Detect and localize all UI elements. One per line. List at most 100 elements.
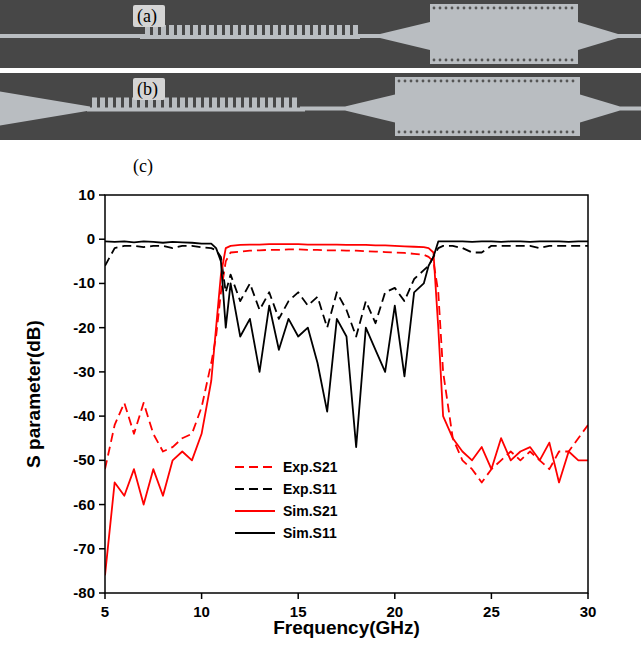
comb-tooth [196,98,201,110]
via [439,59,442,62]
via [416,131,419,134]
panel-label: (a) [137,6,157,27]
comb-tooth [265,25,270,37]
photo-background [0,0,641,68]
photo-background [0,73,641,140]
via [542,80,545,83]
comb-tooth [273,25,278,37]
via [536,80,539,83]
via [440,131,443,134]
feed-line [0,34,145,38]
via [410,131,413,134]
via [535,7,538,10]
comb-tooth [169,25,174,37]
x-tick-label: 5 [101,603,109,620]
x-tick [394,593,396,599]
via [488,131,491,134]
comb-tooth [100,98,105,110]
via [559,7,562,10]
via [535,59,538,62]
legend-swatch [235,532,275,534]
via [458,131,461,134]
y-tick [99,283,105,285]
via [428,80,431,83]
via [439,7,442,10]
comb-tooth [292,98,297,110]
comb-tooth [244,98,249,110]
via [470,131,473,134]
via [422,80,425,83]
siw-section [395,77,580,136]
via [428,131,431,134]
comb-tooth [297,25,302,37]
legend-label: Exp.S21 [283,459,338,475]
via [541,7,544,10]
legend-swatch [235,466,275,468]
via [566,80,569,83]
via [481,59,484,62]
legend-label: Sim.S21 [283,503,338,519]
via [571,7,574,10]
via [554,80,557,83]
via [499,7,502,10]
taper [580,95,620,123]
comb-tooth [180,98,185,110]
comb-tooth [337,25,342,37]
via [518,131,521,134]
comb-tooth [276,98,281,110]
y-tick-label: -10 [73,274,95,291]
via [559,59,562,62]
via [517,7,520,10]
via [475,59,478,62]
x-tick [297,593,299,599]
via [566,131,569,134]
comb-tooth [305,25,310,37]
y-tick [99,194,105,196]
via [410,80,413,83]
y-tick [99,504,105,506]
comb-tooth [321,25,326,37]
comb-tooth [116,98,121,110]
via [446,80,449,83]
y-tick-label: 10 [78,186,95,203]
via [499,59,502,62]
via [469,7,472,10]
via [446,131,449,134]
y-tick-label: -50 [73,451,95,468]
via [440,80,443,83]
via [464,80,467,83]
via [511,59,514,62]
x-tick-label: 10 [193,603,210,620]
via [572,131,575,134]
via [505,59,508,62]
via [470,80,473,83]
legend-label: Exp.S11 [283,481,337,497]
y-tick-label: -70 [73,540,95,557]
via [398,80,401,83]
via [434,80,437,83]
via [463,59,466,62]
comb-tooth [345,25,350,37]
via [445,7,448,10]
via [511,7,514,10]
comb-tooth [281,25,286,37]
y-axis-title: S parameter(dB) [23,320,44,468]
y-tick [99,327,105,329]
via [451,7,454,10]
via [422,131,425,134]
taper [578,22,618,50]
x-axis-title: Frequency(GHz) [273,617,420,638]
comb-tooth [241,25,246,37]
via [547,7,550,10]
via [458,80,461,83]
y-tick-label: -40 [73,407,95,424]
via [434,131,437,134]
via [482,80,485,83]
via [451,59,454,62]
comb-tooth [268,98,273,110]
figure: (a)(b)(c)100-10-20-30-40-50-60-70-805101… [0,0,641,646]
via [553,7,556,10]
via [488,80,491,83]
via [572,80,575,83]
comb-tooth [108,98,113,110]
